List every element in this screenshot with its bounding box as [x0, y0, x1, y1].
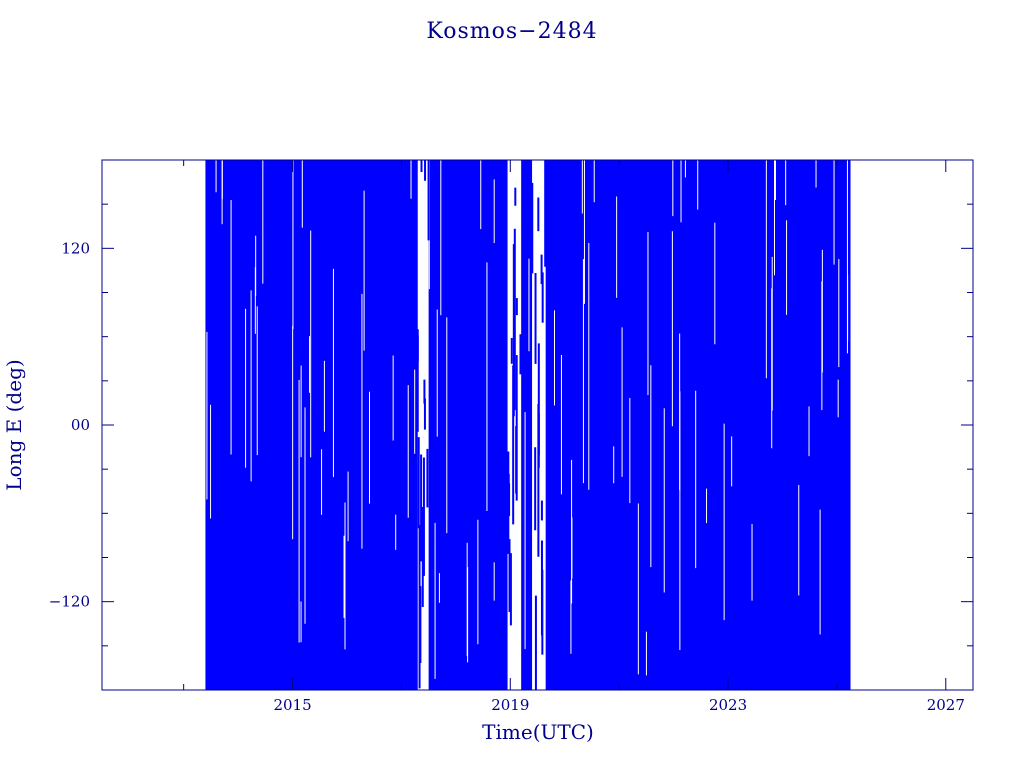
- plot-area: [205, 160, 851, 690]
- data-band-2: [521, 160, 533, 690]
- y-tick-label: 120: [61, 239, 90, 257]
- axis-ticks: [102, 160, 973, 690]
- chart-title: Kosmos−2484: [426, 19, 597, 44]
- data-band-3: [545, 160, 851, 690]
- x-tick-label: 2027: [927, 696, 965, 714]
- y-tick-label: 00: [71, 416, 90, 434]
- plot-frame: [101, 159, 974, 691]
- data-band-0: [205, 160, 418, 690]
- x-tick-label: 2023: [709, 696, 747, 714]
- y-tick-labels: −120 00 120: [49, 239, 90, 610]
- x-tick-label: 2019: [491, 696, 529, 714]
- y-tick-label: −120: [49, 593, 90, 611]
- x-tick-labels: 2015 2019 2023 2027: [273, 696, 964, 714]
- y-axis-label: Long E (deg): [2, 359, 26, 490]
- x-axis-label: Time(UTC): [482, 720, 594, 744]
- x-tick-label: 2015: [273, 696, 311, 714]
